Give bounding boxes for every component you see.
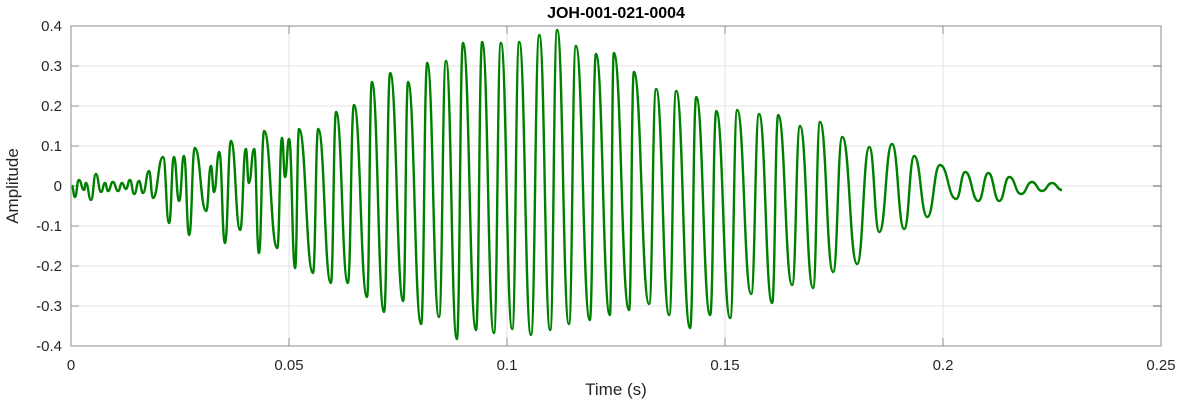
- x-tick-label: 0.2: [933, 357, 954, 374]
- series-line-waveform: [70, 28, 1063, 341]
- y-axis-title: Amplitude: [3, 148, 22, 224]
- x-axis-title: Time (s): [585, 380, 647, 399]
- y-tick-label: -0.3: [36, 298, 62, 315]
- y-tick-label: -0.4: [36, 338, 62, 355]
- x-tick-label: 0.05: [274, 357, 303, 374]
- y-tick-labels: -0.4 -0.3 -0.2 -0.1 0 0.1 0.2 0.3 0.4: [36, 18, 62, 355]
- x-tick-label: 0.25: [1146, 357, 1175, 374]
- x-tick-label: 0.1: [497, 357, 518, 374]
- y-tick-label: -0.2: [36, 258, 62, 275]
- x-tick-labels: 0 0.05 0.1 0.15 0.2 0.25: [67, 357, 1176, 374]
- y-tick-label: 0.4: [41, 18, 62, 35]
- y-tick-label: 0.1: [41, 138, 62, 155]
- x-tick-label: 0.15: [710, 357, 739, 374]
- y-tick-label: -0.1: [36, 218, 62, 235]
- chart-title: JOH-001-021-0004: [547, 5, 685, 22]
- y-tick-label: 0.2: [41, 98, 62, 115]
- x-tick-label: 0: [67, 357, 75, 374]
- axes-box: [70, 25, 1162, 347]
- y-tick-label: 0: [54, 178, 62, 195]
- y-tick-label: 0.3: [41, 58, 62, 75]
